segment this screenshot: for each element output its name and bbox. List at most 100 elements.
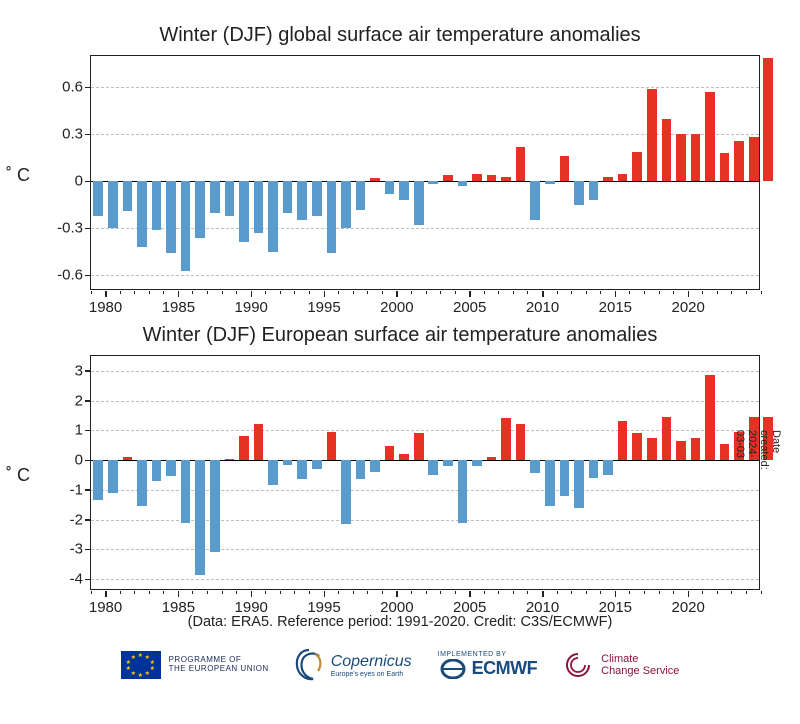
x-minor-tick	[498, 291, 499, 294]
europe-chart-title: Winter (DJF) European surface air temper…	[0, 324, 800, 347]
bar-2015	[618, 421, 628, 460]
copernicus-sub: Europe's eyes on Earth	[331, 671, 412, 678]
bar-1984	[166, 460, 176, 476]
x-minor-tick	[455, 591, 456, 594]
ccs-swirl-icon	[563, 650, 593, 680]
bar-1995	[327, 181, 337, 253]
bar-2011	[560, 460, 570, 496]
y-tick-label: 0.6	[41, 79, 83, 96]
bar-1988	[225, 459, 235, 460]
gridline	[91, 430, 759, 431]
x-minor-tick	[294, 591, 295, 594]
x-minor-tick	[251, 291, 252, 294]
y-tick-label: -0.6	[41, 267, 83, 284]
y-tick-label: -3	[41, 541, 83, 558]
bar-2025	[763, 58, 773, 182]
y-tick	[85, 489, 91, 491]
global-chart-title: Winter (DJF) global surface air temperat…	[0, 24, 800, 47]
x-minor-tick	[120, 591, 121, 594]
bar-1981	[123, 181, 133, 211]
x-minor-tick	[440, 291, 441, 294]
bar-2007	[501, 177, 511, 182]
x-minor-tick	[207, 291, 208, 294]
copernicus-logo: Copernicus Europe's eyes on Earth	[295, 648, 412, 682]
bar-1988	[225, 181, 235, 215]
bar-1982	[137, 460, 147, 506]
x-minor-tick	[484, 591, 485, 594]
y-tick	[85, 549, 91, 551]
x-tick-label: 2010	[526, 299, 559, 316]
x-minor-tick	[426, 291, 427, 294]
gridline	[91, 549, 759, 550]
x-minor-tick	[396, 291, 397, 294]
x-minor-tick	[265, 591, 266, 594]
bar-1984	[166, 181, 176, 253]
copernicus-text: Copernicus Europe's eyes on Earth	[331, 653, 412, 678]
bar-1992	[283, 460, 293, 464]
bar-1987	[210, 181, 220, 212]
bar-2022	[720, 153, 730, 181]
x-minor-tick	[163, 291, 164, 294]
x-minor-tick	[309, 591, 310, 594]
bar-2009	[530, 181, 540, 220]
bar-1980	[108, 181, 118, 228]
x-minor-tick	[731, 291, 732, 294]
ccs-text: Climate Change Service	[601, 653, 679, 677]
x-minor-tick	[615, 591, 616, 594]
bar-2004	[458, 460, 468, 522]
x-minor-tick	[192, 291, 193, 294]
x-minor-tick	[338, 291, 339, 294]
x-minor-tick	[309, 291, 310, 294]
eu-logo: ★★ ★★ ★★ ★★ ★★ PROGRAMME OF THE EUROPEAN…	[121, 651, 269, 679]
x-minor-tick	[280, 591, 281, 594]
bar-2018	[662, 119, 672, 182]
x-minor-tick	[207, 591, 208, 594]
y-tick-label: -2	[41, 511, 83, 528]
y-tick	[85, 370, 91, 372]
gridline	[91, 401, 759, 402]
y-tick-label: -0.3	[41, 220, 83, 237]
x-minor-tick	[367, 291, 368, 294]
bar-2016	[632, 152, 642, 182]
x-minor-tick	[586, 591, 587, 594]
x-minor-tick	[571, 291, 572, 294]
y-tick-label: 3	[41, 362, 83, 379]
gridline	[91, 490, 759, 491]
x-tick-label: 2020	[671, 299, 704, 316]
gridline	[91, 371, 759, 372]
y-tick	[85, 275, 91, 277]
eu-flag-icon: ★★ ★★ ★★ ★★ ★★	[121, 651, 161, 679]
ecmwf-logo: IMPLEMENTED BY ECMWF	[438, 651, 537, 679]
x-minor-tick	[629, 291, 630, 294]
ecmwf-pre: IMPLEMENTED BY	[438, 651, 507, 658]
x-minor-tick	[91, 591, 92, 594]
y-tick-label: 0.3	[41, 126, 83, 143]
x-minor-tick	[134, 291, 135, 294]
x-tick-label: 2015	[599, 299, 632, 316]
bar-2003	[443, 175, 453, 181]
x-minor-tick	[586, 291, 587, 294]
bar-2010	[545, 181, 555, 184]
x-minor-tick	[353, 591, 354, 594]
bar-1993	[297, 181, 307, 220]
x-minor-tick	[353, 291, 354, 294]
bar-1985	[181, 460, 191, 522]
x-tick-label: 2005	[453, 299, 486, 316]
x-minor-tick	[717, 591, 718, 594]
x-minor-tick	[659, 291, 660, 294]
x-minor-tick	[673, 291, 674, 294]
bar-1989	[239, 181, 249, 242]
x-tick-label: 1980	[89, 299, 122, 316]
x-minor-tick	[294, 291, 295, 294]
bar-1980	[108, 460, 118, 493]
x-minor-tick	[396, 591, 397, 594]
bar-1994	[312, 181, 322, 215]
y-tick-label: -1	[41, 481, 83, 498]
y-tick-label: -4	[41, 571, 83, 588]
bar-2022	[720, 444, 730, 460]
bar-2021	[705, 92, 715, 181]
bar-2003	[443, 460, 453, 466]
bar-2008	[516, 147, 526, 181]
x-minor-tick	[149, 291, 150, 294]
bar-2012	[574, 460, 584, 508]
